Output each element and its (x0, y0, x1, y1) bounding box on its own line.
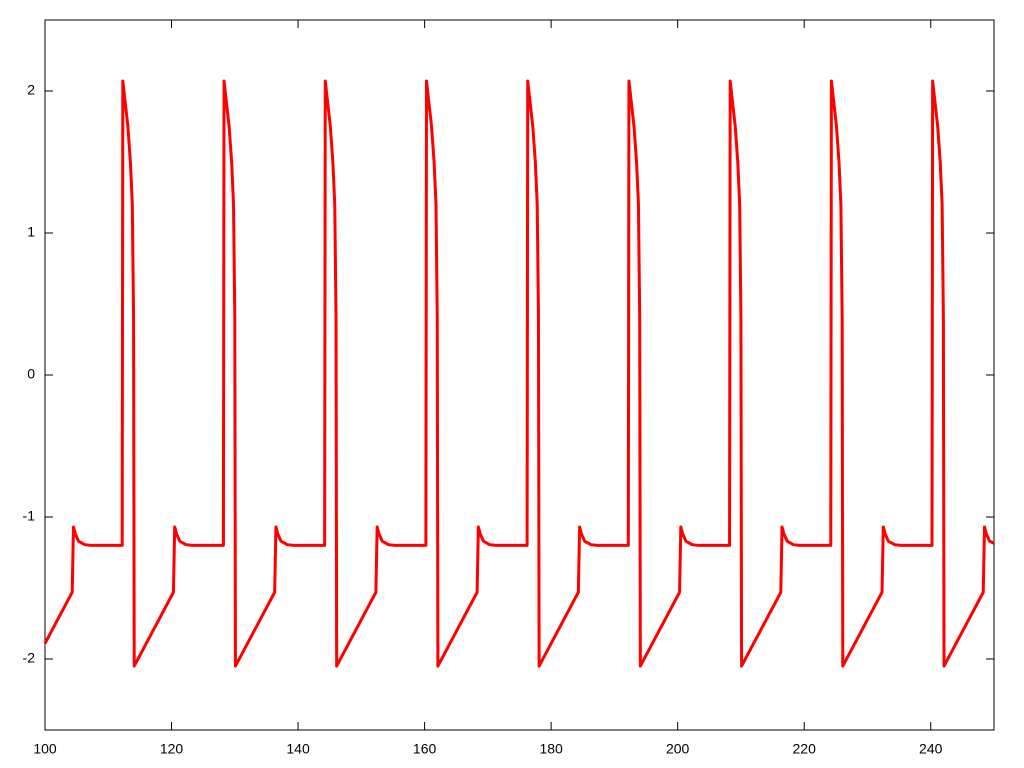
x-tick-label: 180 (539, 741, 563, 757)
x-tick-label: 220 (793, 741, 817, 757)
plot-frame (44, 19, 995, 731)
y-tick-label: -2 (23, 650, 36, 666)
x-tick-label: 240 (919, 741, 943, 757)
y-tick-label: 0 (27, 366, 35, 382)
x-tick-label: 140 (286, 741, 310, 757)
y-tick-label: -1 (23, 508, 36, 524)
y-tick-label: 2 (27, 82, 35, 98)
x-tick-label: 120 (160, 741, 184, 757)
data-line (43, 79, 995, 668)
x-tick-label: 100 (33, 741, 57, 757)
x-tick-label: 200 (666, 741, 690, 757)
y-tick-label: 1 (27, 224, 35, 240)
x-tick-label: 160 (413, 741, 437, 757)
